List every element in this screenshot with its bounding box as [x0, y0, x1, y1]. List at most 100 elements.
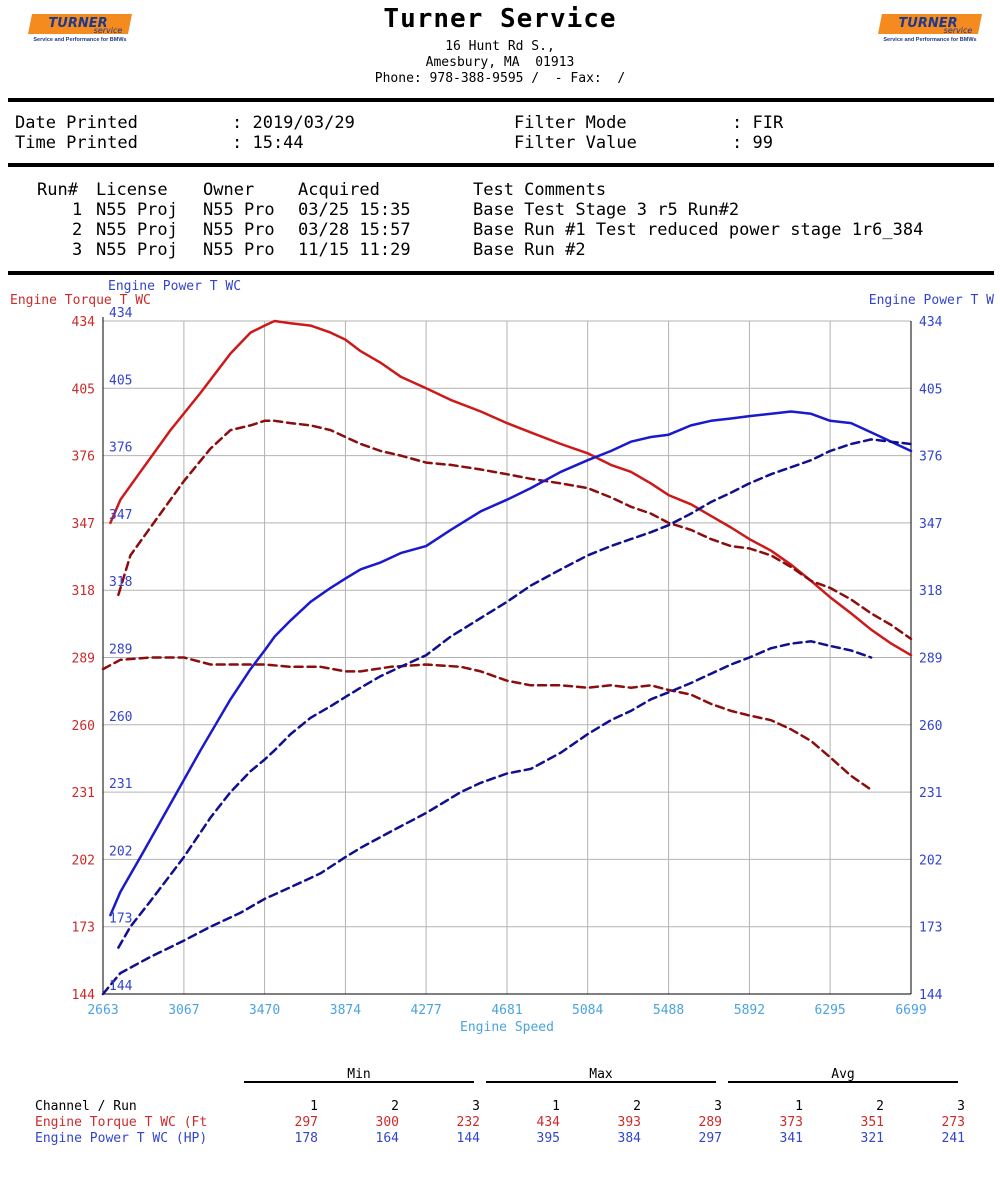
stats-run-number: 3: [714, 1099, 722, 1114]
chart-labels: 434 434 434 405 405 405 376 376 376 347 347 347 318 3…: [10, 279, 994, 1035]
address-line-2: Amesbury, MA 01913: [425, 55, 575, 70]
stats-cell-torque: 393: [617, 1115, 641, 1130]
y-tick-label-left: 405: [72, 382, 95, 397]
x-tick-label: 3067: [168, 1003, 199, 1018]
svg-text:service: service: [94, 26, 123, 35]
run-acquired: 03/25 15:35: [298, 200, 411, 220]
chart-lines: [101, 319, 913, 996]
x-tick-label: 5892: [734, 1003, 765, 1018]
svg-text:service: service: [944, 26, 973, 35]
stats-group-min: Min: [347, 1067, 371, 1082]
svg-text:TURNER: TURNER: [48, 16, 107, 31]
run-acquired: 11/15 11:29: [298, 240, 411, 260]
filter-mode-label: Filter Mode: [514, 113, 627, 133]
col-comments: Test Comments: [473, 180, 607, 200]
stats-run-number: 3: [472, 1099, 480, 1114]
logo-tagline: Service and Performance for BMWs: [883, 37, 977, 43]
run-comments: Base Run #2: [473, 240, 586, 260]
divider: [8, 271, 994, 275]
x-tick-label: 6699: [895, 1003, 926, 1018]
stats-cell-power: 395: [536, 1131, 560, 1146]
stats-cell-torque: 351: [860, 1115, 884, 1130]
y-axis-title-left: Engine Torque T WC: [10, 293, 151, 308]
y-tick-label-left: 202: [72, 853, 95, 868]
run-number: 3: [72, 240, 83, 260]
svg-text:TURNER: TURNER: [898, 16, 957, 31]
stats-run-number: 2: [391, 1099, 399, 1114]
y-tick-label-left: 289: [72, 652, 95, 667]
y-tick-label-right: 231: [919, 786, 942, 801]
time-printed-value: : 15:44: [232, 133, 304, 153]
stats-cell-torque: 300: [375, 1115, 399, 1130]
y-tick-label-right: 405: [919, 382, 942, 397]
y-tick-label-right: 318: [919, 584, 942, 599]
run-comments: Base Test Stage 3 r5 Run#2: [473, 200, 740, 220]
stats-cell-power: 164: [375, 1131, 399, 1146]
run-acquired: 03/28 15:57: [298, 220, 411, 240]
stats-cell-torque: 297: [294, 1115, 318, 1130]
stats-group-max: Max: [589, 1067, 613, 1082]
y-axis-title-top: Engine Power T WC: [108, 279, 241, 294]
y-tick-label-right: 376: [919, 450, 942, 465]
y-tick-label-inner: 144: [109, 979, 133, 994]
series-power-run-1: [109, 410, 913, 917]
filter-value-value: : 99: [732, 133, 773, 153]
run-owner: N55 Pro: [203, 220, 275, 240]
stats-cell-torque: 373: [779, 1115, 803, 1130]
x-axis-title: Engine Speed: [460, 1020, 554, 1035]
filter-mode-value: : FIR: [732, 113, 784, 133]
stats-row-torque-label: Engine Torque T WC (Ft: [35, 1115, 208, 1130]
stats-rule: [486, 1081, 716, 1083]
y-tick-label-left: 173: [72, 921, 95, 936]
date-printed-value: : 2019/03/29: [232, 113, 355, 133]
y-tick-label-left: 144: [72, 988, 96, 1003]
y-tick-label-inner: 347: [109, 508, 132, 523]
stats-cell-power: 241: [941, 1131, 965, 1146]
y-tick-label-inner: 318: [109, 575, 132, 590]
x-tick-label: 3470: [249, 1003, 280, 1018]
turner-logo-mark: TURNER service: [28, 14, 132, 35]
y-tick-label-right: 173: [919, 921, 942, 936]
series-power-run-3: [101, 640, 873, 996]
time-printed-label: Time Printed: [15, 133, 138, 153]
x-tick-label: 3874: [330, 1003, 361, 1018]
filter-value-label: Filter Value: [514, 133, 637, 153]
run-owner: N55 Pro: [203, 240, 275, 260]
divider: [8, 163, 994, 167]
y-tick-label-right: 434: [919, 315, 943, 330]
turner-logo-right: TURNER service Service and Performance f…: [878, 13, 982, 47]
turner-logo-mark: TURNER service: [878, 14, 982, 35]
y-tick-label-right: 289: [919, 652, 942, 667]
run-license: N55 Proj: [96, 220, 178, 240]
y-tick-label-inner: 289: [109, 643, 132, 658]
stats-cell-power: 178: [294, 1131, 318, 1146]
stats-row-power-label: Engine Power T WC (HP): [35, 1131, 208, 1146]
y-tick-label-right: 202: [919, 853, 942, 868]
stats-run-number: 2: [633, 1099, 641, 1114]
stats-rule: [728, 1081, 958, 1083]
stats-cell-torque: 232: [456, 1115, 480, 1130]
y-tick-label-inner: 376: [109, 441, 132, 456]
y-axis-title-right: Engine Power T W: [869, 293, 994, 308]
y-tick-label-left: 434: [72, 315, 96, 330]
address-line-1: 16 Hunt Rd S.,: [445, 39, 555, 54]
y-tick-label-inner: 173: [109, 912, 132, 927]
stats-rule: [244, 1081, 474, 1083]
stats-cell-power: 341: [779, 1131, 803, 1146]
stats-run-number: 2: [876, 1099, 884, 1114]
stats-cell-torque: 434: [536, 1115, 560, 1130]
stats-group-avg: Avg: [831, 1067, 855, 1082]
run-owner: N55 Pro: [203, 200, 275, 220]
stats-cell-power: 384: [617, 1131, 641, 1146]
turner-logo-left: TURNER service Service and Performance f…: [28, 13, 132, 47]
stats-cell-torque: 289: [698, 1115, 722, 1130]
y-tick-label-left: 318: [72, 584, 95, 599]
y-tick-label-left: 376: [72, 450, 95, 465]
stats-cell-power: 297: [698, 1131, 722, 1146]
col-owner: Owner: [203, 180, 255, 200]
date-printed-label: Date Printed: [15, 113, 138, 133]
stats-cell-torque: 273: [941, 1115, 965, 1130]
logo-tagline: Service and Performance for BMWs: [33, 37, 127, 43]
y-tick-label-left: 347: [72, 517, 95, 532]
series-torque-run-2: [117, 419, 913, 641]
